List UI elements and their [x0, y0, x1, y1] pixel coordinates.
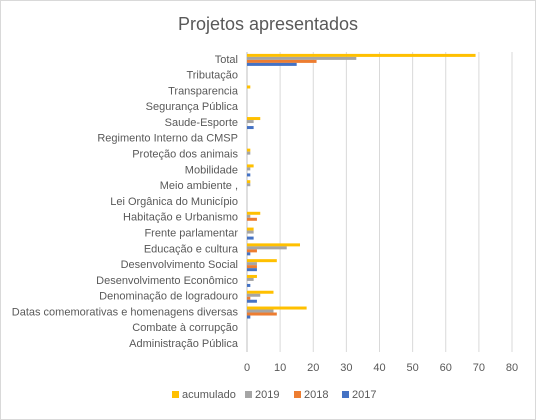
- x-tick-label: 0: [244, 362, 250, 374]
- y-tick-label: Regimento Interno da CMSP: [97, 133, 238, 145]
- bar: [247, 126, 254, 130]
- x-tick-label: 70: [473, 362, 485, 374]
- bar: [247, 180, 251, 184]
- bar: [247, 274, 257, 278]
- y-tick-label: Mobilidade: [185, 164, 238, 176]
- y-tick-label: Transparencia: [168, 85, 239, 97]
- bar: [247, 59, 317, 63]
- bar: [247, 309, 274, 313]
- x-tick-label: 80: [506, 362, 518, 374]
- legend-label: acumulado: [182, 389, 236, 401]
- y-tick-label: Educação e cultura: [144, 243, 239, 255]
- bar: [247, 246, 287, 250]
- x-tick-label: 60: [440, 362, 452, 374]
- x-tick-label: 10: [274, 362, 286, 374]
- bar: [247, 85, 251, 89]
- bar: [247, 148, 251, 152]
- bar: [247, 296, 251, 300]
- bar: [247, 306, 307, 310]
- y-tick-label: Total: [215, 54, 238, 66]
- bar: [247, 290, 274, 294]
- bar: [247, 265, 257, 269]
- legend-label: 2018: [304, 389, 328, 401]
- legend-marker: [172, 391, 179, 398]
- x-tick-label: 20: [307, 362, 319, 374]
- chart-title: Projetos apresentados: [178, 14, 358, 34]
- bar: [247, 283, 251, 287]
- bar: [247, 56, 357, 60]
- y-tick-label: Proteção dos animais: [132, 149, 238, 161]
- bar: [247, 312, 277, 316]
- bar: [247, 262, 257, 266]
- bar: [247, 252, 251, 256]
- bar: [247, 53, 476, 57]
- y-tick-label: Desenvolvimento Social: [121, 259, 238, 271]
- y-tick-label: Denominação de logradouro: [99, 291, 238, 303]
- bar: [247, 117, 261, 121]
- y-tick-label: Desenvolvimento Econômico: [96, 275, 238, 287]
- bar: [247, 211, 261, 215]
- x-tick-label: 30: [340, 362, 352, 374]
- y-tick-label: Segurança Pública: [146, 101, 239, 113]
- legend-marker: [294, 391, 301, 398]
- bar: [247, 277, 254, 281]
- bar: [247, 217, 257, 221]
- y-tick-label: Meio ambiente ,: [160, 180, 238, 192]
- bar: [247, 214, 251, 218]
- bar: [247, 249, 257, 253]
- x-tick-label: 40: [373, 362, 385, 374]
- y-tick-label: Administração Pública: [129, 338, 239, 350]
- legend-marker: [245, 391, 252, 398]
- bar: [247, 164, 254, 168]
- bar: [247, 227, 254, 231]
- y-tick-label: Tributação: [186, 70, 238, 82]
- legend-label: 2019: [255, 389, 279, 401]
- bar: [247, 299, 257, 303]
- bar: [247, 293, 261, 297]
- bar: [247, 243, 300, 247]
- y-tick-label: Lei Orgânica do Município: [110, 196, 238, 208]
- bar: [247, 167, 251, 171]
- x-tick-label: 50: [407, 362, 419, 374]
- y-tick-label: Combate à corrupção: [132, 322, 238, 334]
- y-tick-label: Frente parlamentar: [144, 227, 238, 239]
- bar: [247, 151, 251, 155]
- y-tick-label: Saude-Esporte: [165, 117, 238, 129]
- bar: [247, 315, 251, 319]
- bar: [247, 259, 277, 263]
- y-tick-label: Datas comemorativas e homenagens diversa…: [12, 306, 239, 318]
- bar: [247, 183, 251, 187]
- legend-marker: [342, 391, 349, 398]
- bar: [247, 62, 297, 66]
- bar: [247, 236, 254, 240]
- legend-label: 2017: [352, 389, 376, 401]
- bar: [247, 268, 257, 272]
- bar: [247, 120, 254, 124]
- bar: [247, 173, 251, 177]
- bar: [247, 230, 254, 234]
- y-tick-label: Habitação e Urbanismo: [123, 212, 238, 224]
